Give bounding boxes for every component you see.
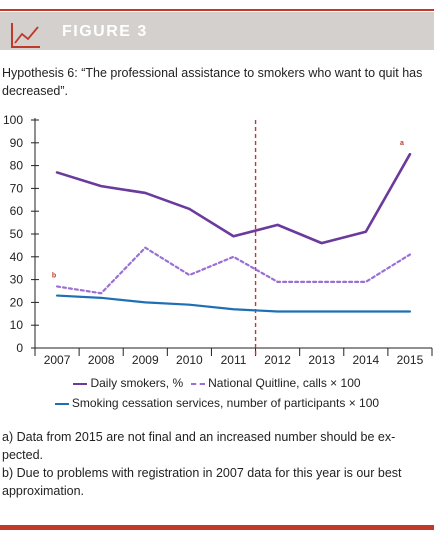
bottom-rule — [0, 525, 434, 530]
footnote-b: b) Due to problems with registration in … — [2, 466, 402, 498]
legend-swatch — [191, 382, 206, 385]
legend-label: National Quitline, calls × 100 — [208, 376, 361, 390]
x-tick-label: 2015 — [397, 353, 424, 367]
x-tick-label: 2011 — [221, 353, 247, 367]
figure-header: FIGURE 3 — [0, 12, 434, 50]
legend-item: National Quitline, calls × 100 — [191, 376, 361, 390]
y-tick-label: 20 — [10, 295, 24, 309]
annotation-marker: a — [400, 140, 404, 147]
y-tick-label: 70 — [10, 181, 24, 195]
legend-label: Daily smokers, % — [90, 376, 184, 390]
footnotes: a) Data from 2015 are not final and an i… — [2, 428, 428, 500]
annotation-marker: b — [52, 272, 56, 279]
legend-swatch — [73, 382, 88, 385]
y-tick-label: 100 — [3, 113, 23, 127]
y-tick-label: 60 — [10, 204, 24, 218]
x-tick-label: 2008 — [88, 353, 115, 367]
footnote-a: a) Data from 2015 are not final and an i… — [2, 430, 396, 462]
figure-title: FIGURE 3 — [62, 23, 148, 40]
x-tick-label: 2012 — [264, 353, 291, 367]
series-line-2 — [55, 246, 412, 295]
y-tick-label: 0 — [16, 341, 23, 355]
y-tick-label: 80 — [10, 159, 24, 173]
y-tick-label: 90 — [10, 136, 24, 150]
legend-item: Daily smokers, % — [73, 376, 183, 390]
x-tick-label: 2010 — [176, 353, 203, 367]
line-chart: 0 10 20 30 40 50 60 70 80 90 100 2007 2008 2009 2010 20… — [3, 113, 433, 367]
y-tick-label: 10 — [10, 318, 24, 332]
y-tick-label: 40 — [10, 250, 24, 264]
x-tick-label: 2009 — [132, 353, 159, 367]
legend-swatch — [54, 402, 69, 405]
line-chart-icon — [11, 23, 40, 48]
legend-row: Daily smokers, % National Quitline, calls… — [0, 376, 434, 390]
series-line-3 — [55, 294, 412, 313]
series-line-1 — [55, 152, 412, 245]
x-tick-label: 2014 — [352, 353, 379, 367]
legend-row: Smoking cessation services, number of pa… — [0, 396, 434, 410]
x-tick-label: 2007 — [44, 353, 71, 367]
y-tick-label: 30 — [10, 273, 24, 287]
top-rule — [0, 9, 434, 11]
hypothesis-text: Hypothesis 6: “The professional assistan… — [2, 66, 423, 98]
y-tick-label: 50 — [10, 227, 24, 241]
legend-label: Smoking cessation services, number of pa… — [71, 396, 380, 410]
x-tick-label: 2013 — [308, 353, 335, 367]
legend-item: Smoking cessation services, number of pa… — [54, 396, 380, 410]
